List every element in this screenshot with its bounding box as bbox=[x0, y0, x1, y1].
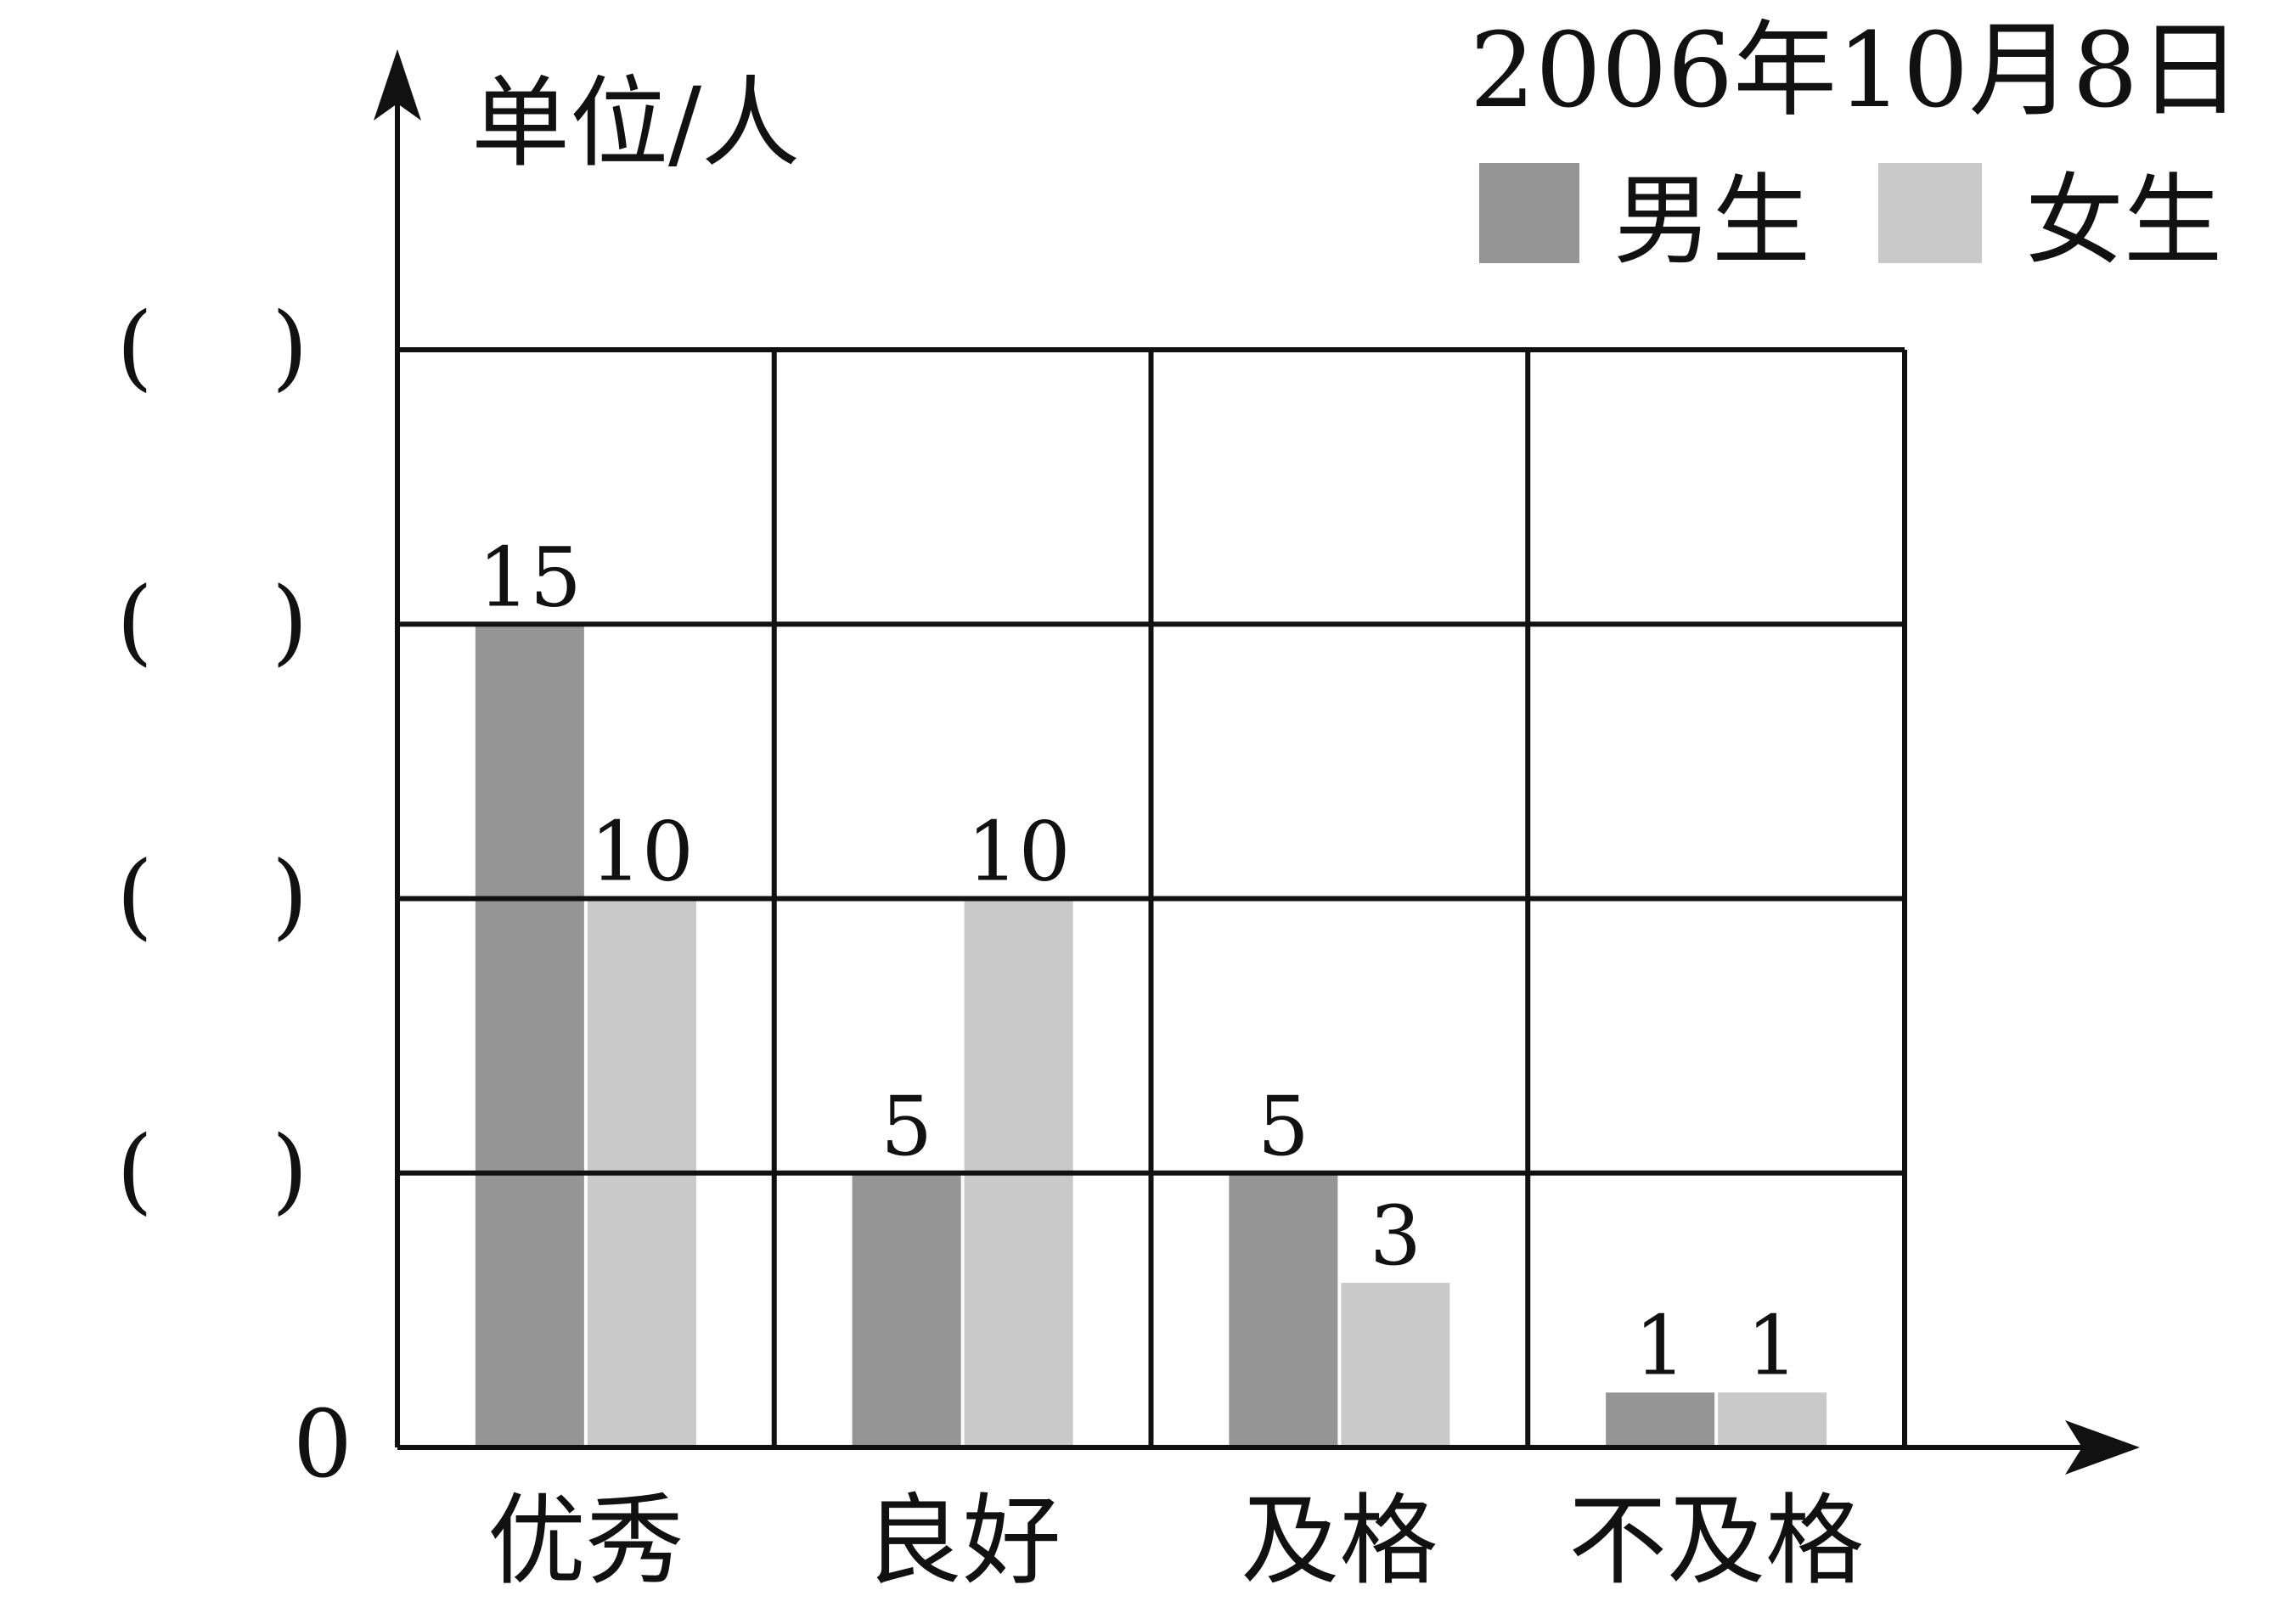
unit-label: 单位/人 bbox=[471, 66, 800, 181]
data-label-female-0: 10 bbox=[590, 805, 694, 900]
bar-male-2 bbox=[1229, 1172, 1338, 1447]
x-axis-arrow bbox=[2065, 1420, 2140, 1475]
data-label-female-2: 3 bbox=[1370, 1188, 1421, 1284]
bar-female-2 bbox=[1341, 1283, 1450, 1447]
y-tick-label-2: ( ) bbox=[116, 841, 308, 950]
data-label-male-1: 5 bbox=[881, 1079, 932, 1174]
category-label-3: 不及格 bbox=[1568, 1484, 1864, 1599]
legend-swatch-female bbox=[1878, 163, 1982, 263]
y-axis-arrow bbox=[374, 49, 421, 121]
category-label-0: 优秀 bbox=[487, 1484, 684, 1599]
y-tick-label-3: ( ) bbox=[116, 566, 308, 675]
y-tick-label-1: ( ) bbox=[116, 1115, 308, 1224]
y-tick-label-0: 0 bbox=[293, 1390, 352, 1498]
y-tick-label-4: ( ) bbox=[116, 292, 308, 401]
legend-swatch-male bbox=[1479, 163, 1579, 263]
category-label-1: 良好 bbox=[864, 1484, 1061, 1599]
data-label-male-0: 15 bbox=[478, 530, 582, 625]
bar-male-3 bbox=[1606, 1392, 1715, 1447]
data-label-female-1: 10 bbox=[967, 805, 1071, 900]
legend-label-female: 女生 bbox=[2025, 164, 2222, 278]
bar-male-0 bbox=[475, 624, 584, 1447]
bar-male-1 bbox=[852, 1172, 961, 1447]
data-label-male-3: 1 bbox=[1635, 1298, 1686, 1393]
bar-female-3 bbox=[1718, 1392, 1827, 1447]
category-label-2: 及格 bbox=[1241, 1484, 1438, 1599]
legend-label-male: 男生 bbox=[1613, 164, 1810, 278]
grid-layer bbox=[397, 347, 1907, 1447]
date-label: 2006年10月8日 bbox=[1470, 10, 2242, 131]
axes-layer bbox=[374, 49, 2140, 1475]
data-label-male-2: 5 bbox=[1258, 1079, 1309, 1174]
data-label-female-3: 1 bbox=[1747, 1298, 1798, 1393]
